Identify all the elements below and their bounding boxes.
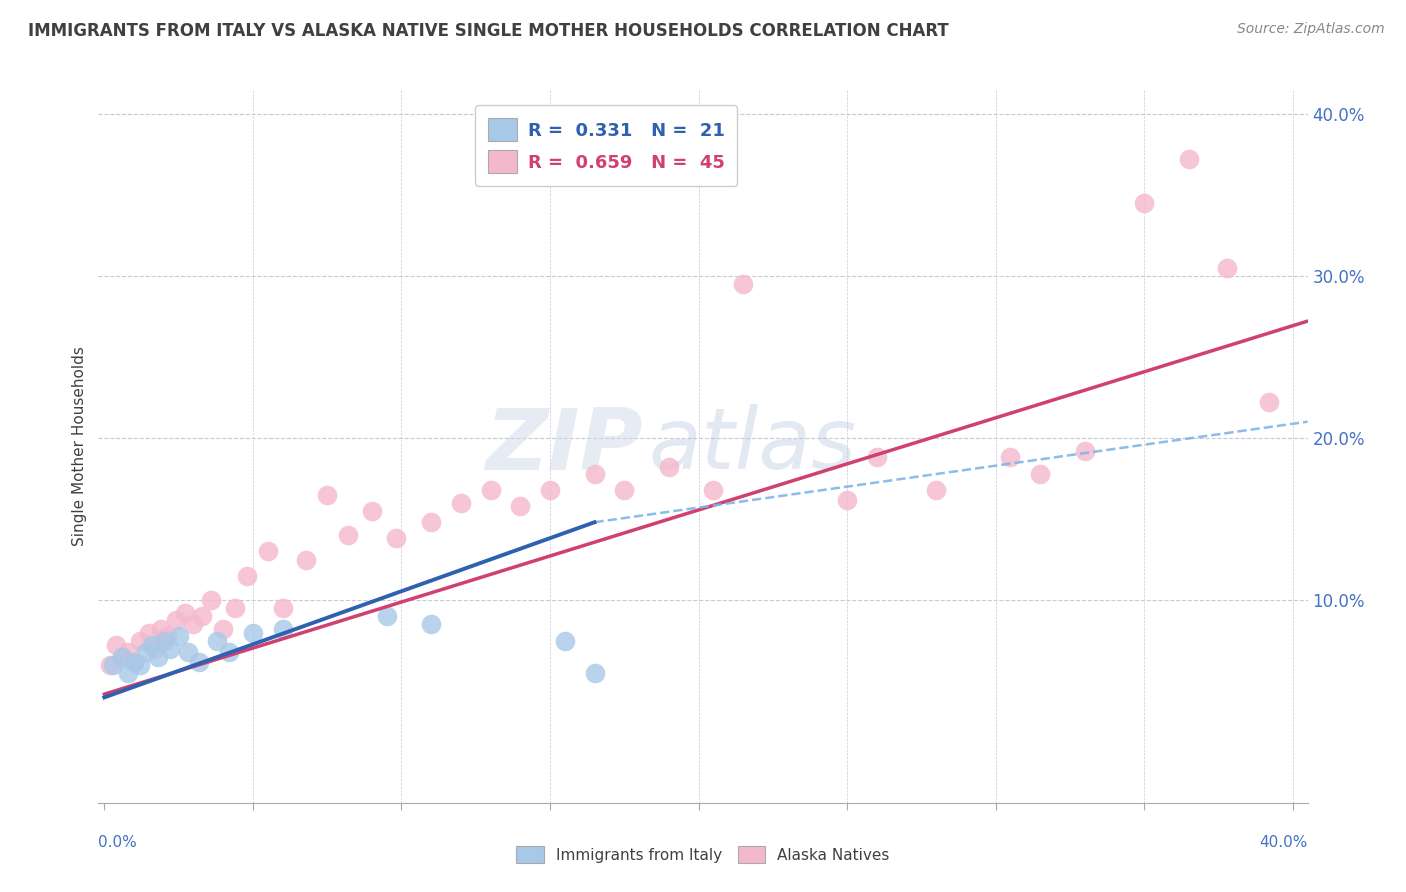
Point <box>167 629 190 643</box>
Point <box>122 655 145 669</box>
Point <box>375 609 398 624</box>
Point <box>117 666 139 681</box>
Text: IMMIGRANTS FROM ITALY VS ALASKA NATIVE SINGLE MOTHER HOUSEHOLDS CORRELATION CHAR: IMMIGRANTS FROM ITALY VS ALASKA NATIVE S… <box>28 22 949 40</box>
Point <box>212 622 235 636</box>
Point <box>111 649 134 664</box>
Point <box>733 277 755 291</box>
Point <box>554 633 576 648</box>
Point <box>925 483 948 497</box>
Point <box>613 483 636 497</box>
Point <box>1216 260 1239 275</box>
Point <box>176 645 198 659</box>
Point <box>141 639 163 653</box>
Point <box>271 622 294 636</box>
Point <box>450 496 472 510</box>
Text: 40.0%: 40.0% <box>1260 836 1308 850</box>
Point <box>152 633 174 648</box>
Point <box>583 666 606 681</box>
Point <box>658 460 681 475</box>
Point <box>135 645 157 659</box>
Point <box>316 488 339 502</box>
Text: 0.0%: 0.0% <box>98 836 138 850</box>
Point <box>479 483 502 497</box>
Point <box>207 633 229 648</box>
Point <box>1258 395 1281 409</box>
Point <box>1029 467 1052 481</box>
Point <box>420 515 443 529</box>
Point <box>295 552 318 566</box>
Point <box>583 467 606 481</box>
Point <box>129 633 152 648</box>
Point <box>183 617 205 632</box>
Point <box>360 504 382 518</box>
Point <box>256 544 278 558</box>
Point <box>336 528 359 542</box>
Point <box>122 655 145 669</box>
Text: Source: ZipAtlas.com: Source: ZipAtlas.com <box>1237 22 1385 37</box>
Point <box>191 609 214 624</box>
Point <box>149 622 172 636</box>
Point <box>224 601 246 615</box>
Point <box>105 639 128 653</box>
Point <box>1133 195 1156 210</box>
Point <box>835 492 858 507</box>
Point <box>509 499 531 513</box>
Point <box>218 645 240 659</box>
Point <box>384 532 406 546</box>
Point <box>159 641 181 656</box>
Point <box>173 606 195 620</box>
Point <box>271 601 294 615</box>
Point <box>129 657 152 672</box>
Point <box>146 649 169 664</box>
Legend: R =  0.331   N =  21, R =  0.659   N =  45: R = 0.331 N = 21, R = 0.659 N = 45 <box>475 105 737 186</box>
Text: ZIP: ZIP <box>485 404 643 488</box>
Point <box>1000 450 1022 465</box>
Point <box>98 657 121 672</box>
Point <box>866 450 889 465</box>
Point <box>200 593 222 607</box>
Y-axis label: Single Mother Households: Single Mother Households <box>72 346 87 546</box>
Point <box>117 645 139 659</box>
Point <box>702 483 724 497</box>
Point <box>420 617 443 632</box>
Point <box>538 483 561 497</box>
Point <box>236 568 259 582</box>
Point <box>1074 443 1097 458</box>
Point <box>165 613 187 627</box>
Point <box>138 625 160 640</box>
Point <box>242 625 264 640</box>
Text: atlas: atlas <box>648 404 856 488</box>
Point <box>156 629 179 643</box>
Point <box>188 655 211 669</box>
Point <box>111 649 134 664</box>
Legend: Immigrants from Italy, Alaska Natives: Immigrants from Italy, Alaska Natives <box>509 838 897 871</box>
Point <box>1177 152 1199 166</box>
Point <box>143 641 166 656</box>
Point <box>103 657 125 672</box>
